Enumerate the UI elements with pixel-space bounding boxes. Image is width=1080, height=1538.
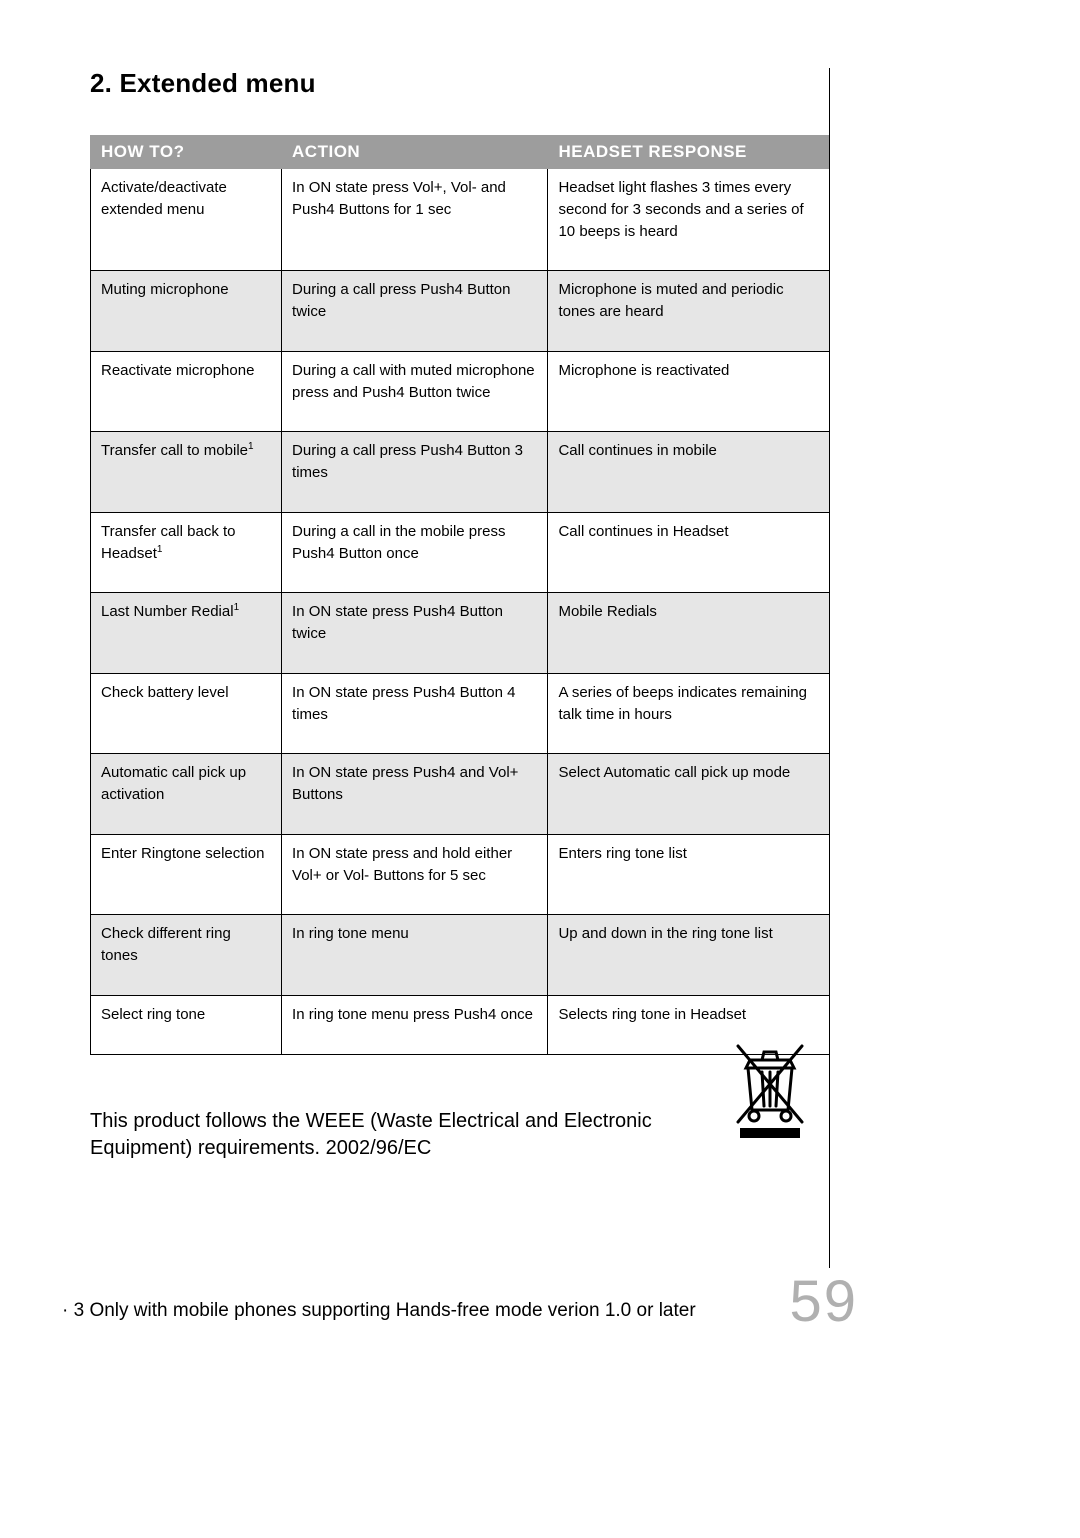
table-cell: Enter Ringtone selection [91,834,282,915]
table-cell: Enters ring tone list [548,834,830,915]
table-cell: During a call press Push4 Button 3 times [282,432,548,513]
weee-text: This product follows the WEEE (Waste Ele… [90,1108,690,1162]
table-cell: In ON state press Push4 and Vol+ Buttons [282,754,548,835]
table-cell: Microphone is muted and periodic tones a… [548,271,830,352]
superscript: 1 [234,602,240,613]
page: 2. Extended menu How To? Action Headset … [0,0,1080,1538]
weee-bin-icon [730,1038,810,1143]
table-row: Check different ring tonesIn ring tone m… [91,915,830,996]
table-cell: In ON state press Push4 Button 4 times [282,673,548,754]
table-row: Automatic call pick up activationIn ON s… [91,754,830,835]
table-body: Activate/deactivate extended menuIn ON s… [91,169,830,1055]
table-cell: In ring tone menu [282,915,548,996]
page-number: 59 [789,1268,858,1335]
table-cell: A series of beeps indicates remaining ta… [548,673,830,754]
table-row: Check battery levelIn ON state press Pus… [91,673,830,754]
superscript: 1 [157,544,163,555]
table-cell: Transfer call back to Headset1 [91,512,282,593]
table-cell: In ring tone menu press Push4 once [282,995,548,1054]
table-cell: Automatic call pick up activation [91,754,282,835]
footnote: · 3 Only with mobile phones supporting H… [62,1300,696,1322]
table-row: Last Number Redial1In ON state press Pus… [91,593,830,674]
table-row: Select ring toneIn ring tone menu press … [91,995,830,1054]
section-title: 2. Extended menu [90,68,830,99]
table-cell: Last Number Redial1 [91,593,282,674]
table-cell: In ON state press Vol+, Vol- and Push4 B… [282,169,548,271]
table-cell: Mobile Redials [548,593,830,674]
table-cell: During a call in the mobile press Push4 … [282,512,548,593]
table-row: Muting microphoneDuring a call press Pus… [91,271,830,352]
table-cell: Activate/deactivate extended menu [91,169,282,271]
table-row: Transfer call to mobile1During a call pr… [91,432,830,513]
content-area: 2. Extended menu How To? Action Headset … [90,68,830,1055]
col-header-action: Action [282,136,548,169]
table-cell: Check battery level [91,673,282,754]
table-cell: Select Automatic call pick up mode [548,754,830,835]
table-cell: During a call press Push4 Button twice [282,271,548,352]
table-cell: Select ring tone [91,995,282,1054]
table-row: Enter Ringtone selectionIn ON state pres… [91,834,830,915]
col-header-response: Headset Response [548,136,830,169]
table-cell: Reactivate microphone [91,351,282,432]
table-cell: Call continues in mobile [548,432,830,513]
table-cell: In ON state press Push4 Button twice [282,593,548,674]
table-cell: Up and down in the ring tone list [548,915,830,996]
weee-block: This product follows the WEEE (Waste Ele… [90,1108,830,1162]
table-row: Transfer call back to Headset1During a c… [91,512,830,593]
table-cell: In ON state press and hold either Vol+ o… [282,834,548,915]
table-cell: Microphone is reactivated [548,351,830,432]
superscript: 1 [248,441,254,452]
table-row: Activate/deactivate extended menuIn ON s… [91,169,830,271]
table-cell: Check different ring tones [91,915,282,996]
table-cell: Headset light flashes 3 times every seco… [548,169,830,271]
table-cell: Muting microphone [91,271,282,352]
table-row: Reactivate microphoneDuring a call with … [91,351,830,432]
table-cell: Transfer call to mobile1 [91,432,282,513]
right-margin-rule [829,68,830,1268]
extended-menu-table: How To? Action Headset Response Activate… [90,135,830,1055]
table-header: How To? Action Headset Response [91,136,830,169]
table-cell: During a call with muted microphone pres… [282,351,548,432]
col-header-howto: How To? [91,136,282,169]
table-cell: Call continues in Headset [548,512,830,593]
